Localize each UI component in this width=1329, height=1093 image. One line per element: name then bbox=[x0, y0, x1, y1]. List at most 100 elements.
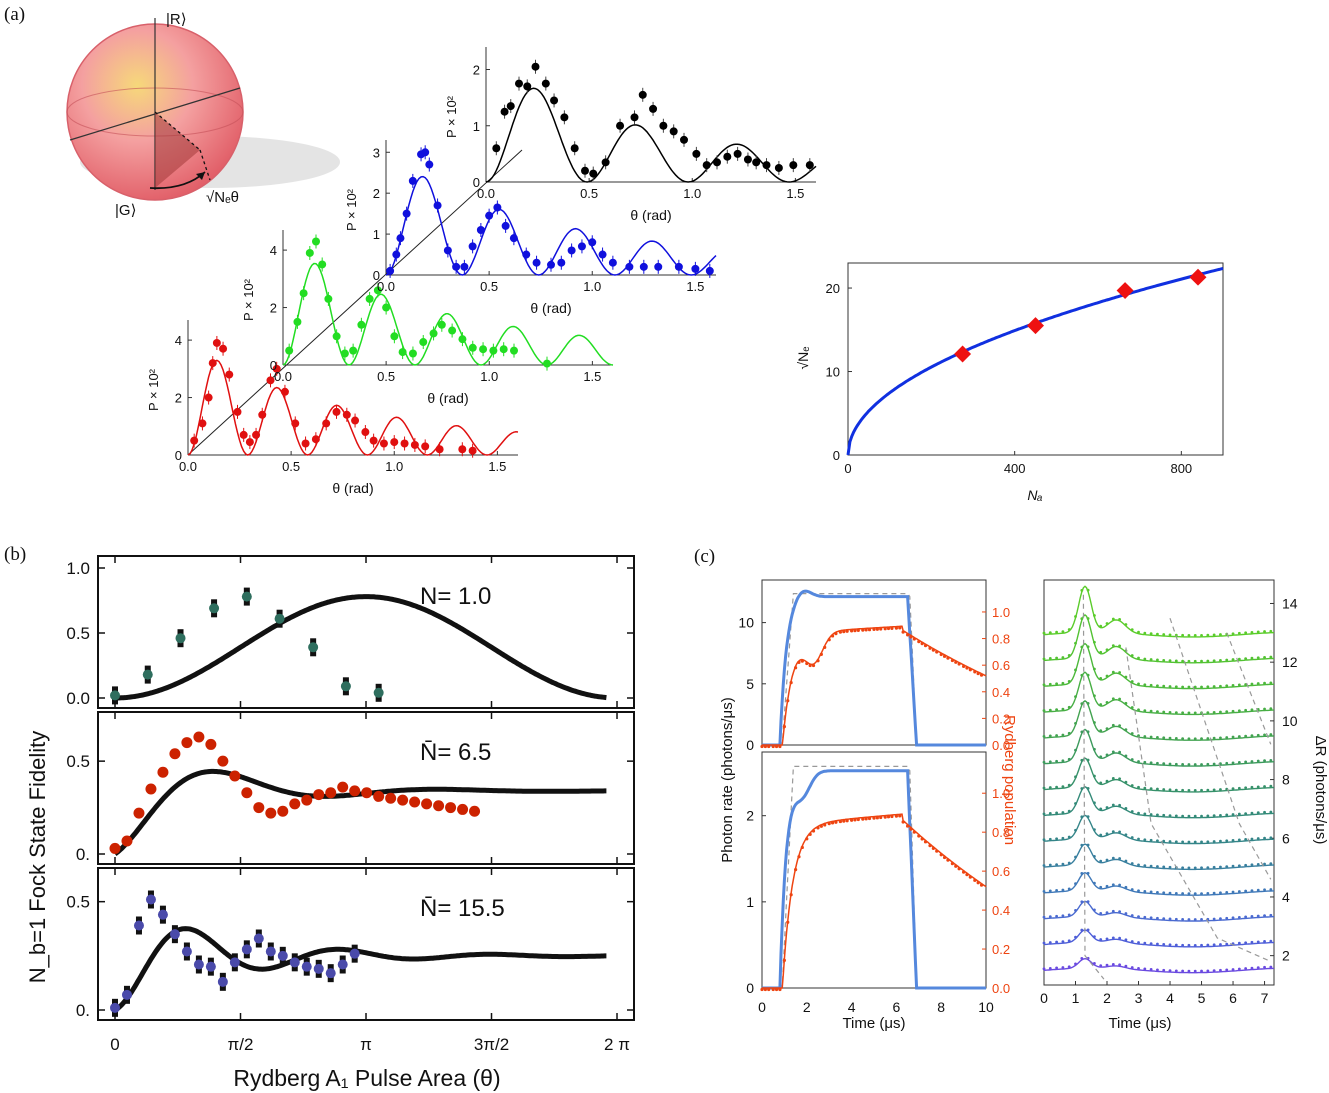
trace-data-point bbox=[1263, 965, 1266, 969]
x-tick-label: 3π/2 bbox=[474, 1035, 509, 1054]
bloch-sphere: |R⟩ |G⟩ √Nₑθ bbox=[66, 11, 340, 219]
trace-data-point bbox=[1181, 969, 1185, 973]
rydberg-data-point bbox=[838, 630, 843, 634]
data-point bbox=[723, 152, 732, 161]
trace-data-point bbox=[1042, 889, 1046, 893]
trace-data-point bbox=[1263, 655, 1266, 659]
trace-data-point bbox=[1137, 837, 1140, 841]
data-point bbox=[492, 144, 501, 153]
trace-data-point bbox=[1225, 736, 1229, 739]
y-tick-label: 2 bbox=[1282, 948, 1290, 964]
trace-data-point bbox=[1042, 864, 1046, 867]
trace-data-point bbox=[1269, 862, 1273, 866]
rydberg-data-point bbox=[894, 814, 899, 818]
trace-data-point bbox=[1086, 730, 1090, 734]
data-point bbox=[805, 161, 814, 170]
data-point bbox=[209, 603, 220, 614]
trace-data-point bbox=[1181, 918, 1185, 921]
rydberg-data-point bbox=[950, 862, 955, 866]
data-point bbox=[762, 161, 771, 170]
trace-data-point bbox=[1162, 968, 1166, 972]
x-tick-label: 3 bbox=[1135, 990, 1143, 1006]
trace-data-point bbox=[1174, 711, 1178, 715]
y-tick-label: 0 bbox=[833, 448, 840, 463]
x-tick-label: 1 bbox=[1072, 990, 1080, 1006]
trace-data-point bbox=[1269, 836, 1273, 840]
trace-data-point bbox=[1231, 813, 1235, 816]
rydberg-data-point bbox=[856, 628, 860, 633]
trace-data-point bbox=[1156, 787, 1159, 791]
trace-data-point bbox=[1244, 967, 1248, 970]
rydberg-data-point bbox=[939, 652, 943, 657]
trace-data-point bbox=[1105, 779, 1109, 783]
trace-data-point bbox=[1174, 891, 1178, 895]
trace-data-point bbox=[1212, 736, 1216, 740]
trace-data-point bbox=[1212, 710, 1216, 714]
trace-data-point bbox=[1130, 966, 1134, 969]
data-point bbox=[547, 260, 555, 269]
trace-data-point bbox=[1168, 943, 1172, 947]
trace-data-point bbox=[1256, 733, 1260, 737]
data-point bbox=[639, 262, 648, 271]
rydberg-data-point bbox=[883, 627, 887, 631]
data-point bbox=[541, 79, 550, 88]
trace-data-point bbox=[1055, 734, 1059, 737]
data-point bbox=[789, 161, 798, 170]
rydberg-data-point bbox=[962, 870, 966, 874]
rydberg-data-point bbox=[898, 814, 902, 818]
data-point bbox=[274, 613, 285, 624]
trace-data-point bbox=[1149, 916, 1153, 920]
trace-data-point bbox=[1162, 943, 1166, 946]
data-point bbox=[175, 633, 186, 644]
data-point bbox=[460, 262, 469, 271]
rydberg-data-point bbox=[767, 744, 771, 749]
data-point bbox=[500, 107, 509, 116]
fit-curve bbox=[115, 594, 607, 701]
data-point bbox=[193, 731, 205, 743]
photon-rate-curve bbox=[762, 589, 986, 747]
trace-data-point bbox=[1225, 891, 1229, 894]
data-point bbox=[630, 113, 639, 122]
data-point bbox=[313, 789, 325, 801]
trace-data-point bbox=[1067, 939, 1071, 943]
trace-data-point bbox=[1162, 710, 1166, 714]
trace-data-point bbox=[1137, 785, 1140, 789]
trace-data-point bbox=[1080, 843, 1084, 847]
trace-data-point bbox=[1086, 843, 1090, 847]
y2-tick-label: 1.0 bbox=[992, 786, 1010, 801]
trace-data-point bbox=[1256, 682, 1260, 685]
trace-data-point bbox=[1206, 840, 1210, 844]
data-point bbox=[522, 250, 531, 259]
data-point bbox=[468, 242, 477, 251]
data-point bbox=[198, 419, 207, 428]
rydberg-data-point bbox=[968, 668, 972, 672]
data-point bbox=[181, 946, 192, 957]
trace-data-point bbox=[1168, 736, 1172, 740]
rydberg-data-point bbox=[830, 821, 835, 825]
trace-data-point bbox=[1055, 966, 1059, 970]
trace-data-point bbox=[1237, 657, 1241, 661]
x-tick-label: 2 bbox=[1103, 990, 1111, 1006]
data-point bbox=[452, 262, 461, 271]
trace-data-point bbox=[1200, 866, 1203, 870]
y-tick-label: 10 bbox=[826, 365, 840, 380]
rydberg-data-point bbox=[879, 815, 883, 820]
fit-curve bbox=[113, 926, 607, 1013]
y-tick-label: 4 bbox=[270, 243, 277, 258]
trace-data-point bbox=[1093, 908, 1096, 912]
rydberg-data-point bbox=[830, 634, 835, 638]
trace-data-point bbox=[1111, 856, 1115, 860]
trace-data-point bbox=[1149, 942, 1153, 945]
data-point bbox=[588, 238, 597, 247]
rydberg-data-point bbox=[864, 628, 868, 632]
rydberg-data-point bbox=[886, 626, 891, 631]
rydberg-data-point bbox=[819, 824, 823, 828]
trace-data-point bbox=[1099, 624, 1103, 628]
trace-data-point bbox=[1099, 885, 1103, 889]
trace-data-point bbox=[1250, 630, 1254, 634]
trace-data-point bbox=[1219, 917, 1222, 921]
data-point bbox=[241, 787, 253, 799]
trace-data-point bbox=[1244, 708, 1248, 712]
trace-data-point bbox=[1212, 814, 1216, 818]
trace-data-point bbox=[1074, 641, 1077, 645]
